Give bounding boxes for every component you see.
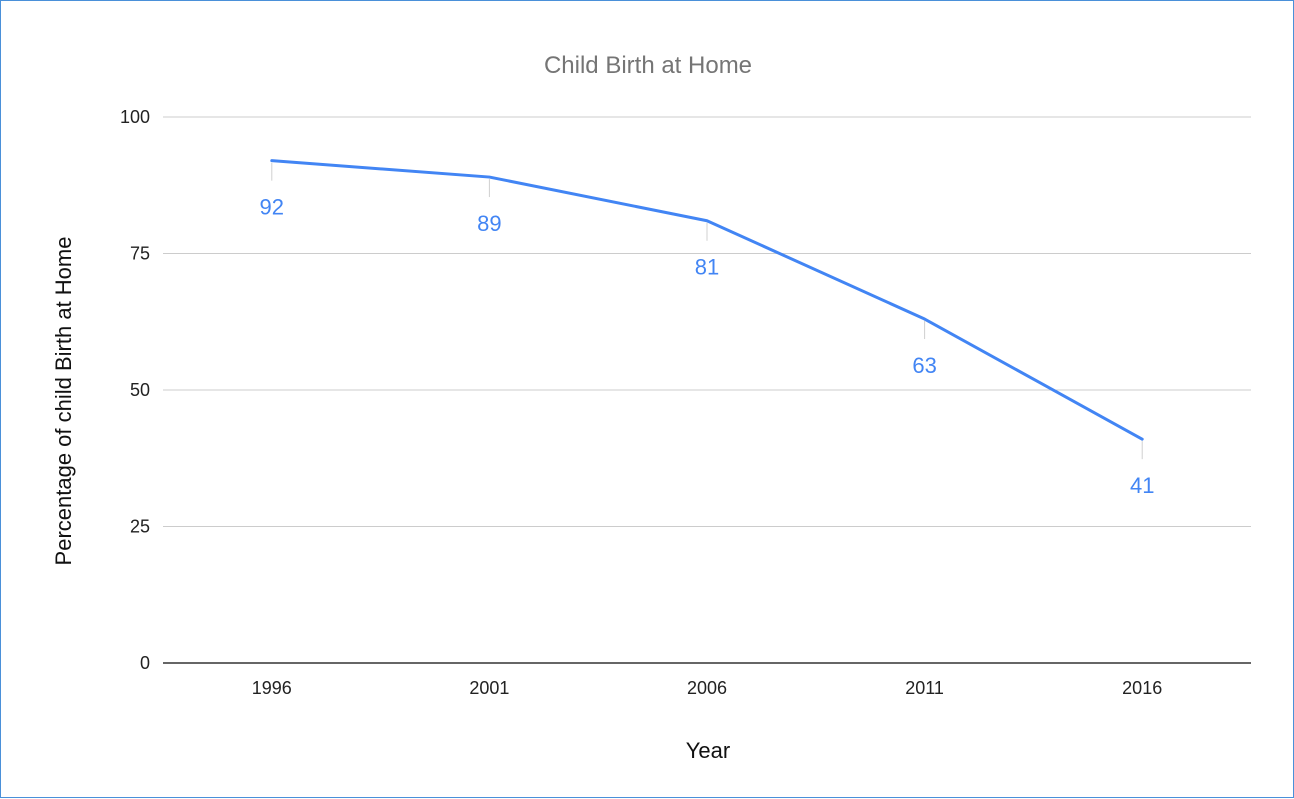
y-axis-title: Percentage of child Birth at Home (51, 237, 76, 566)
gridlines (163, 116, 1251, 527)
data-label: 92 (260, 195, 284, 220)
y-axis-ticks: 0 25 50 75 100 (120, 107, 150, 673)
x-tick-label: 2011 (905, 678, 944, 698)
data-label: 89 (477, 211, 501, 236)
y-tick-label: 100 (120, 107, 150, 127)
x-axis-ticks: 1996 2001 2006 2011 2016 (252, 678, 1162, 698)
y-tick-label: 25 (130, 517, 150, 537)
x-axis-title: Year (686, 738, 730, 763)
data-label-leaders (271, 162, 1143, 460)
x-tick-label: 2016 (1122, 678, 1162, 698)
y-tick-label: 50 (130, 380, 150, 400)
data-label: 41 (1130, 473, 1154, 498)
data-label: 63 (912, 353, 936, 378)
y-tick-label: 0 (140, 653, 150, 673)
series-line (270, 159, 1144, 441)
y-tick-label: 75 (130, 244, 150, 264)
data-labels: 92 89 81 63 41 (260, 195, 1155, 498)
x-tick-label: 2006 (687, 678, 727, 698)
x-tick-label: 2001 (469, 678, 509, 698)
chart-title: Child Birth at Home (544, 52, 752, 79)
x-tick-label: 1996 (252, 678, 292, 698)
data-label: 81 (695, 255, 719, 280)
